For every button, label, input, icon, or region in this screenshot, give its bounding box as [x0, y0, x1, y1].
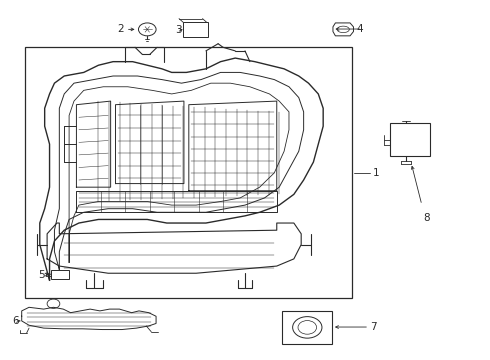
- Text: 7: 7: [370, 322, 377, 332]
- FancyBboxPatch shape: [282, 311, 332, 343]
- Text: 4: 4: [357, 24, 363, 34]
- FancyBboxPatch shape: [390, 123, 430, 156]
- Text: 8: 8: [423, 213, 430, 223]
- Text: 3: 3: [175, 25, 181, 35]
- Text: 6: 6: [12, 316, 19, 326]
- FancyBboxPatch shape: [183, 22, 208, 37]
- FancyBboxPatch shape: [25, 47, 352, 298]
- FancyBboxPatch shape: [51, 270, 69, 279]
- Text: 2: 2: [118, 24, 124, 35]
- Text: 5: 5: [38, 270, 45, 280]
- Text: 1: 1: [373, 168, 380, 178]
